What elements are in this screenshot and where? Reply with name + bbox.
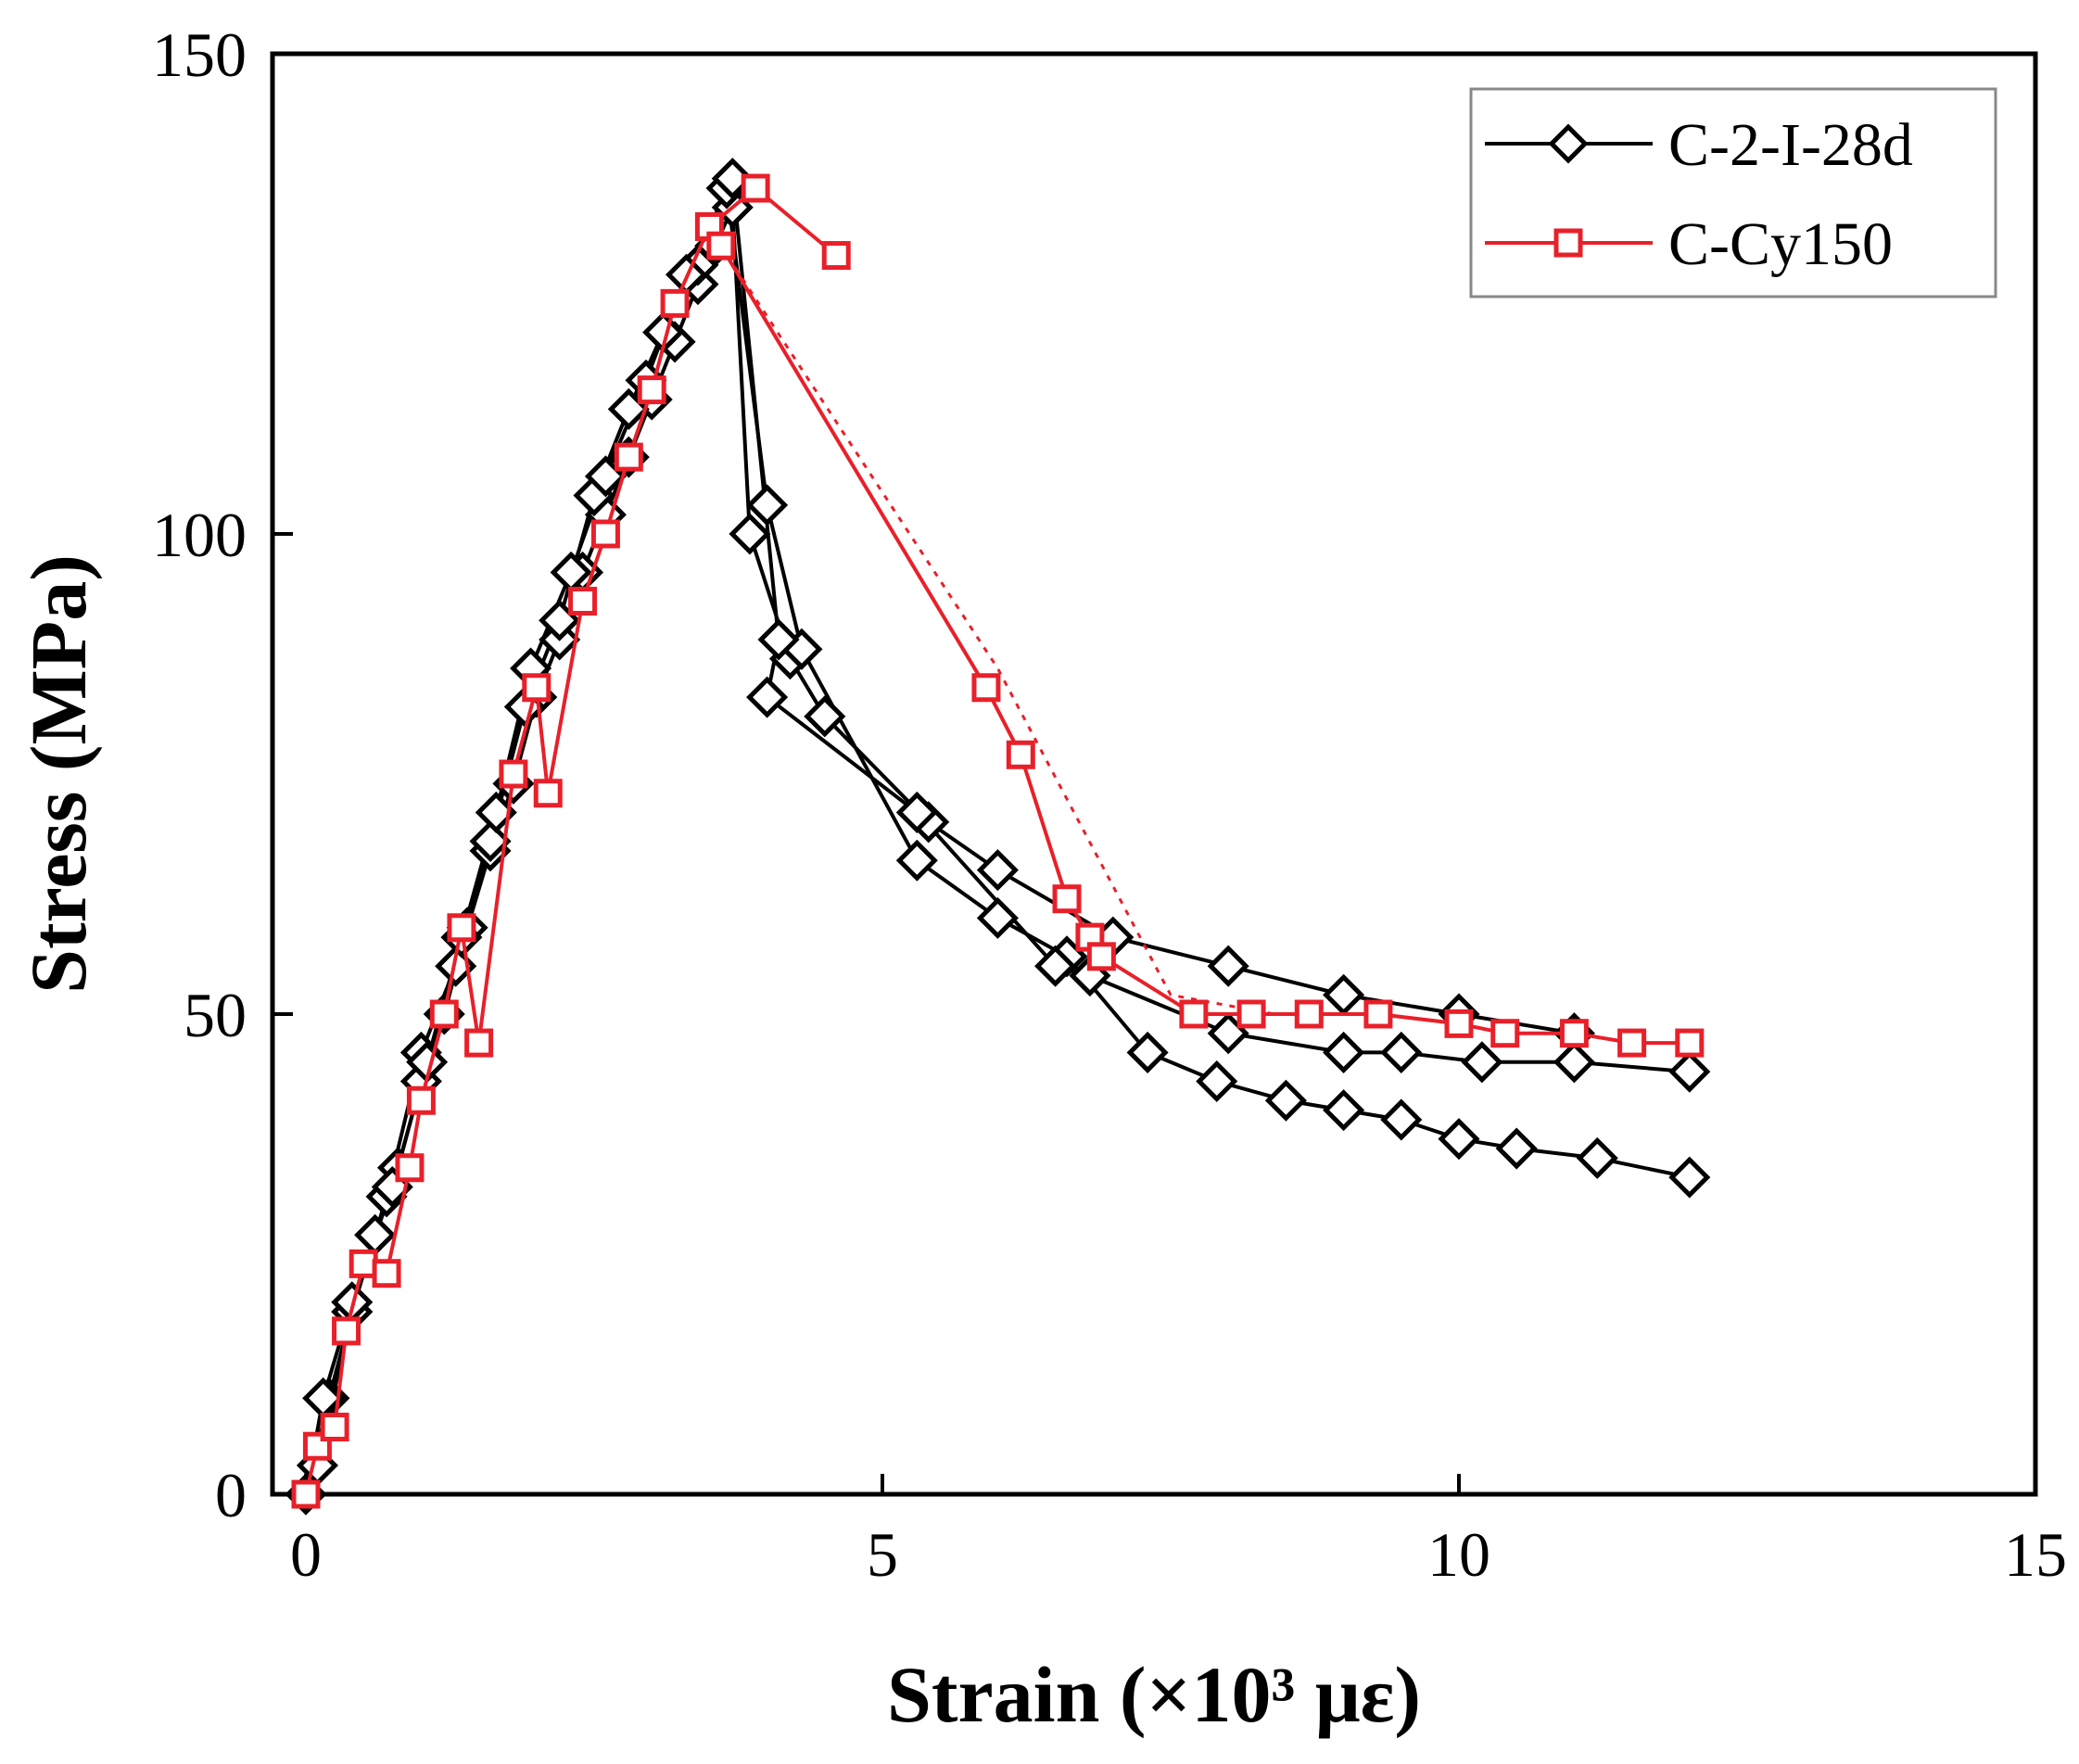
legend-label-c-2-i-28d: C-2-I-28d [1668, 111, 1913, 179]
data-point [1196, 1060, 1238, 1103]
data-point [757, 618, 800, 661]
data-point [1323, 1031, 1365, 1073]
data-point [1444, 1009, 1474, 1038]
data-point [395, 1153, 425, 1183]
data-point [821, 241, 851, 271]
data-point [976, 849, 1019, 892]
data-point [533, 779, 563, 808]
data-point [406, 1085, 436, 1115]
series-line [304, 186, 838, 1495]
data-point [741, 173, 770, 203]
y-tick-label: 100 [152, 500, 247, 570]
data-point [729, 513, 771, 555]
x-axis-title: Strain (×10³ με) [887, 1650, 1421, 1739]
data-point [1323, 1089, 1365, 1132]
data-point [1461, 1041, 1503, 1084]
data-point [1668, 1156, 1711, 1199]
y-tick-label: 0 [215, 1460, 247, 1530]
data-point [332, 1316, 361, 1346]
data-point [1380, 1098, 1423, 1141]
data-point [1294, 999, 1324, 1029]
data-point [464, 1028, 494, 1058]
data-point [895, 791, 938, 833]
data-point [590, 519, 620, 549]
data-point [971, 673, 1001, 703]
data-point [372, 1259, 401, 1288]
data-point [1559, 1019, 1589, 1048]
data-point [291, 1479, 321, 1509]
data-point [1438, 1118, 1480, 1161]
data-point [447, 913, 476, 943]
data-point [804, 695, 846, 738]
data-point [1675, 1028, 1705, 1058]
series-layer [285, 158, 1711, 1516]
data-point [1495, 1127, 1538, 1170]
series-c-cy150 [291, 173, 1705, 1509]
data-point [522, 673, 551, 703]
data-point [895, 839, 938, 882]
data-point [568, 587, 598, 616]
legend-marker-c-cy150 [1553, 228, 1583, 258]
data-point [746, 676, 789, 718]
data-point [429, 999, 459, 1029]
data-point [1668, 1050, 1711, 1093]
x-tick-label: 5 [867, 1519, 898, 1590]
data-point [1034, 945, 1077, 987]
data-point [1576, 1136, 1618, 1179]
data-point [1207, 945, 1249, 987]
data-point [320, 1412, 349, 1441]
data-point [349, 1249, 378, 1278]
x-tick-label: 10 [1427, 1519, 1490, 1590]
data-point [1006, 740, 1035, 769]
data-point [1052, 884, 1082, 914]
y-axis-title: Stress (MPa) [14, 554, 103, 994]
y-tick-label: 50 [184, 980, 247, 1050]
data-point [1553, 1041, 1595, 1084]
data-point [706, 231, 736, 260]
data-point [614, 442, 643, 472]
data-point [1126, 1031, 1169, 1073]
data-point [1617, 1028, 1647, 1058]
data-point [1236, 999, 1266, 1029]
data-point [1264, 1079, 1307, 1122]
data-point [469, 819, 512, 863]
legend: C-2-I-28d C-Cy150 [1469, 87, 1997, 298]
data-point [660, 288, 690, 318]
legend-label-c-cy150: C-Cy150 [1668, 210, 1893, 278]
data-point [1380, 1031, 1423, 1073]
data-point [976, 896, 1019, 939]
data-point [1363, 999, 1393, 1029]
x-tick-label: 15 [2004, 1519, 2067, 1590]
data-point [1179, 999, 1209, 1029]
x-tick-label: 0 [290, 1519, 322, 1590]
legend-marker-c-2-i-28d [1548, 123, 1589, 164]
data-point [1086, 942, 1116, 971]
data-point [499, 759, 528, 789]
data-point [637, 375, 666, 405]
y-tick-label: 150 [152, 19, 247, 90]
data-point [746, 484, 789, 527]
legend-box [1469, 87, 1997, 298]
series-line-dotted [719, 245, 1275, 1016]
data-point [1490, 1019, 1520, 1048]
